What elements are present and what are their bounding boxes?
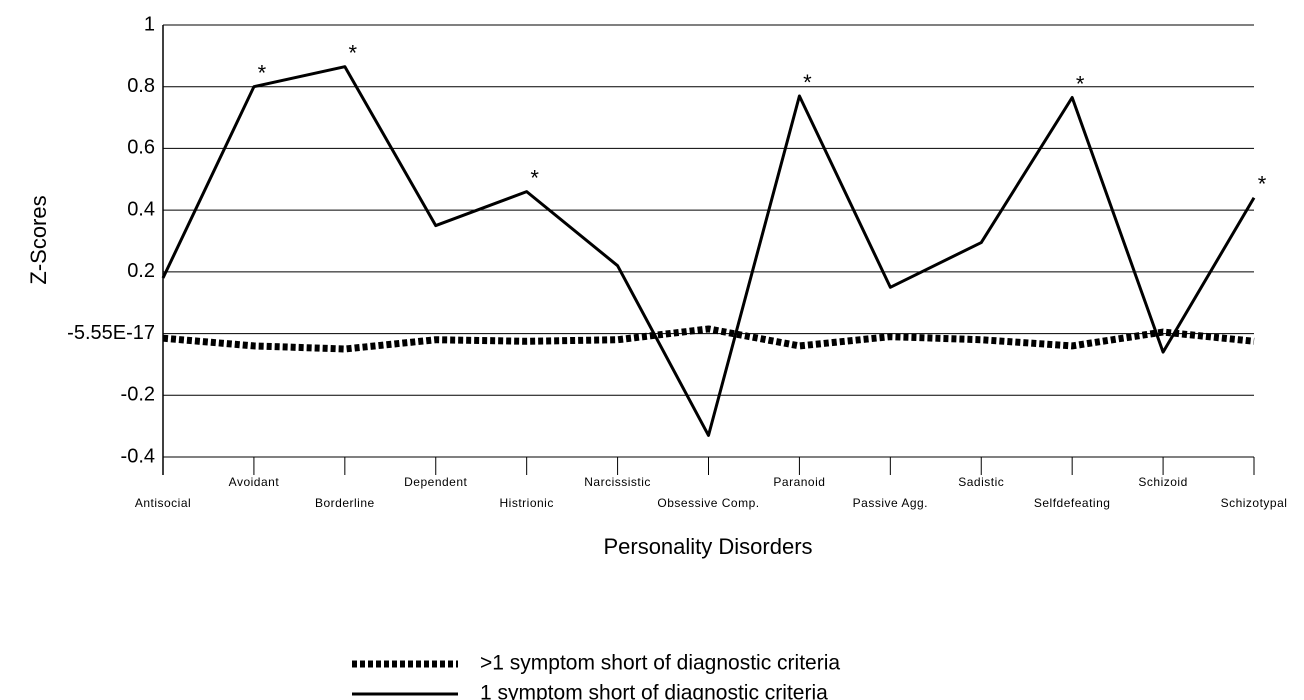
x-tick-label: Histrionic xyxy=(499,496,553,510)
annotation: * xyxy=(1076,71,1085,96)
y-tick-label: 1 xyxy=(144,13,155,35)
y-tick-label: 0.4 xyxy=(127,198,155,220)
x-axis-label: Personality Disorders xyxy=(603,534,812,559)
annotation: * xyxy=(258,61,267,86)
legend-label: 1 symptom short of diagnostic criteria xyxy=(480,682,828,700)
series-line xyxy=(162,325,1255,353)
annotation: * xyxy=(803,70,812,95)
x-tick-label: Narcissistic xyxy=(584,475,651,489)
y-tick-label: -0.2 xyxy=(121,384,155,406)
annotation: * xyxy=(1258,172,1267,197)
x-tick-label: Borderline xyxy=(315,496,375,510)
annotation: * xyxy=(349,40,358,65)
y-tick-label: 0.2 xyxy=(127,260,155,282)
y-axis-label: Z-Scores xyxy=(26,195,51,284)
x-tick-label: Antisocial xyxy=(135,496,191,510)
x-tick-label: Passive Agg. xyxy=(853,496,928,510)
x-tick-label: Obsessive Comp. xyxy=(657,496,759,510)
x-tick-label: Avoidant xyxy=(229,475,280,489)
y-tick-label: 0.6 xyxy=(127,137,155,159)
legend-label: >1 symptom short of diagnostic criteria xyxy=(480,652,840,675)
annotation: * xyxy=(530,165,539,190)
y-tick-label: 0.8 xyxy=(127,75,155,97)
x-tick-label: Schizoid xyxy=(1138,475,1187,489)
x-tick-label: Schizotypal xyxy=(1221,496,1288,510)
series-line xyxy=(161,65,1256,437)
y-tick-label: -0.4 xyxy=(121,445,155,467)
x-tick-label: Dependent xyxy=(404,475,467,489)
x-tick-label: Paranoid xyxy=(773,475,825,489)
x-tick-label: Selfdefeating xyxy=(1034,496,1111,510)
y-tick-label: -5.55E-17 xyxy=(67,322,155,344)
x-tick-label: Sadistic xyxy=(958,475,1004,489)
